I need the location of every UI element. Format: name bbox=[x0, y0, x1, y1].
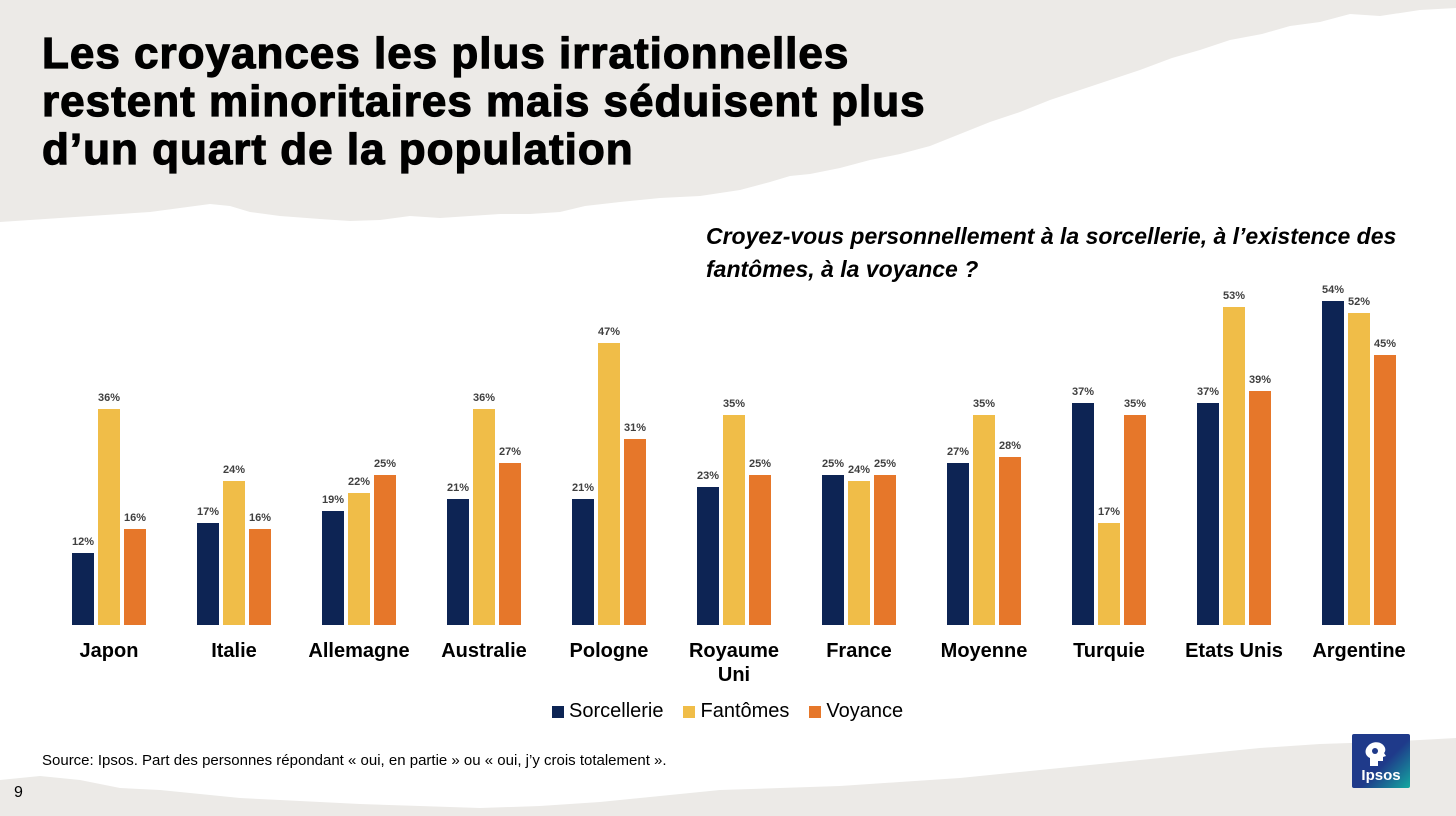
legend-swatch-voyance bbox=[809, 705, 822, 718]
bar-moyenne-voyance bbox=[999, 457, 1021, 625]
tick-label-japon: Japon bbox=[80, 640, 139, 662]
data-label-moyenne-voyance: 28% bbox=[999, 440, 1021, 452]
legend-label-voyance: Voyance bbox=[826, 700, 904, 722]
torn-paper-bottom bbox=[0, 738, 1456, 816]
data-label-australie-sorcellerie: 21% bbox=[447, 482, 469, 494]
logo-head-icon bbox=[1365, 742, 1386, 766]
bar-italie-fantomes bbox=[223, 481, 245, 625]
bar-france-voyance bbox=[874, 475, 896, 625]
ipsos-logo: Ipsos bbox=[1352, 734, 1410, 788]
chart-legend: Sorcellerie Fantômes Voyance bbox=[552, 700, 903, 723]
bar-allemagne-sorcellerie bbox=[322, 511, 344, 625]
data-label-allemagne-voyance: 25% bbox=[374, 458, 396, 470]
bar-royaume-uni-fantomes bbox=[723, 415, 745, 625]
bar-japon-sorcellerie bbox=[72, 553, 94, 625]
data-label-royaume-uni-sorcellerie: 23% bbox=[697, 470, 719, 482]
data-label-japon-fantomes: 36% bbox=[98, 392, 120, 404]
bar-turquie-voyance bbox=[1124, 415, 1146, 625]
bar-chart: 12% 36% 16% Japon 17% 24% 16% Italie 19% 22% 25% Al… bbox=[72, 284, 1406, 686]
data-label-turquie-voyance: 35% bbox=[1124, 398, 1146, 410]
tick-label-allemagne: Allemagne bbox=[308, 640, 409, 662]
bar-argentine-sorcellerie bbox=[1322, 301, 1344, 625]
bar-allemagne-voyance bbox=[374, 475, 396, 625]
bar-japon-voyance bbox=[124, 529, 146, 625]
data-label-turquie-fantomes: 17% bbox=[1098, 506, 1120, 518]
bar-italie-voyance bbox=[249, 529, 271, 625]
tick-label-pologne: Pologne bbox=[570, 640, 649, 662]
page-title: Les croyances les plus irrationnelles re… bbox=[41, 29, 926, 174]
bar-pologne-sorcellerie bbox=[572, 499, 594, 625]
bar-france-fantomes bbox=[848, 481, 870, 625]
tick-label-etats-unis: Etats Unis bbox=[1185, 640, 1283, 662]
data-label-australie-fantomes: 36% bbox=[473, 392, 495, 404]
bar-royaume-uni-sorcellerie bbox=[697, 487, 719, 625]
data-label-pologne-voyance: 31% bbox=[624, 422, 646, 434]
bar-australie-sorcellerie bbox=[447, 499, 469, 625]
legend-label-sorcellerie: Sorcellerie bbox=[569, 700, 664, 722]
data-label-italie-voyance: 16% bbox=[249, 512, 271, 524]
tick-label-australie: Australie bbox=[441, 640, 527, 662]
data-label-italie-sorcellerie: 17% bbox=[197, 506, 219, 518]
data-label-allemagne-fantomes: 22% bbox=[348, 476, 370, 488]
tick-label-argentine: Argentine bbox=[1312, 640, 1405, 662]
bar-royaume-uni-voyance bbox=[749, 475, 771, 625]
data-label-france-sorcellerie: 25% bbox=[822, 458, 844, 470]
bar-japon-fantomes bbox=[98, 409, 120, 625]
bar-pologne-fantomes bbox=[598, 343, 620, 625]
data-label-etats-unis-sorcellerie: 37% bbox=[1197, 386, 1219, 398]
bar-australie-fantomes bbox=[473, 409, 495, 625]
bar-argentine-fantomes bbox=[1348, 313, 1370, 625]
bar-turquie-sorcellerie bbox=[1072, 403, 1094, 625]
legend-swatch-fantomes bbox=[683, 705, 696, 718]
logo-text: Ipsos bbox=[1361, 767, 1401, 784]
data-label-royaume-uni-voyance: 25% bbox=[749, 458, 771, 470]
source-note: Source: Ipsos. Part des personnes répond… bbox=[42, 752, 667, 769]
bar-etats-unis-sorcellerie bbox=[1197, 403, 1219, 625]
chart-question: Croyez-vous personnellement à la sorcell… bbox=[706, 223, 1397, 282]
legend-item-sorcellerie: Sorcellerie bbox=[552, 700, 663, 723]
page-number: 9 bbox=[14, 784, 23, 801]
data-label-france-voyance: 25% bbox=[874, 458, 896, 470]
data-label-moyenne-fantomes: 35% bbox=[973, 398, 995, 410]
bar-pologne-voyance bbox=[624, 439, 646, 625]
bar-moyenne-sorcellerie bbox=[947, 463, 969, 625]
data-label-france-fantomes: 24% bbox=[848, 464, 870, 476]
bar-allemagne-fantomes bbox=[348, 493, 370, 625]
bar-france-sorcellerie bbox=[822, 475, 844, 625]
tick-label-france: France bbox=[826, 640, 892, 662]
torn-paper-top bbox=[0, 0, 1456, 222]
data-label-argentine-voyance: 45% bbox=[1374, 338, 1396, 350]
data-label-turquie-sorcellerie: 37% bbox=[1072, 386, 1094, 398]
data-label-pologne-fantomes: 47% bbox=[598, 326, 620, 338]
data-label-royaume-uni-fantomes: 35% bbox=[723, 398, 745, 410]
bar-etats-unis-voyance bbox=[1249, 391, 1271, 625]
bar-turquie-fantomes bbox=[1098, 523, 1120, 625]
data-label-argentine-fantomes: 52% bbox=[1348, 296, 1370, 308]
legend-swatch-sorcellerie bbox=[552, 705, 564, 718]
data-label-japon-voyance: 16% bbox=[124, 512, 146, 524]
legend-label-fantomes: Fantômes bbox=[700, 700, 790, 722]
tick-label-royaume-uni: Royaume Uni bbox=[689, 640, 779, 686]
data-label-etats-unis-voyance: 39% bbox=[1249, 374, 1271, 386]
bar-moyenne-fantomes bbox=[973, 415, 995, 625]
data-label-pologne-sorcellerie: 21% bbox=[572, 482, 594, 494]
data-label-argentine-sorcellerie: 54% bbox=[1322, 284, 1344, 296]
legend-item-fantomes: Fantômes bbox=[683, 700, 789, 723]
tick-label-turquie: Turquie bbox=[1073, 640, 1145, 662]
bar-australie-voyance bbox=[499, 463, 521, 625]
bar-etats-unis-fantomes bbox=[1223, 307, 1245, 625]
data-label-moyenne-sorcellerie: 27% bbox=[947, 446, 969, 458]
tick-label-moyenne: Moyenne bbox=[941, 640, 1028, 662]
data-label-italie-fantomes: 24% bbox=[223, 464, 245, 476]
data-label-allemagne-sorcellerie: 19% bbox=[322, 494, 344, 506]
tick-label-italie: Italie bbox=[211, 640, 257, 662]
data-label-japon-sorcellerie: 12% bbox=[72, 536, 94, 548]
data-label-etats-unis-fantomes: 53% bbox=[1223, 290, 1245, 302]
bar-argentine-voyance bbox=[1374, 355, 1396, 625]
legend-item-voyance: Voyance bbox=[809, 700, 903, 723]
data-label-australie-voyance: 27% bbox=[499, 446, 521, 458]
bar-italie-sorcellerie bbox=[197, 523, 219, 625]
